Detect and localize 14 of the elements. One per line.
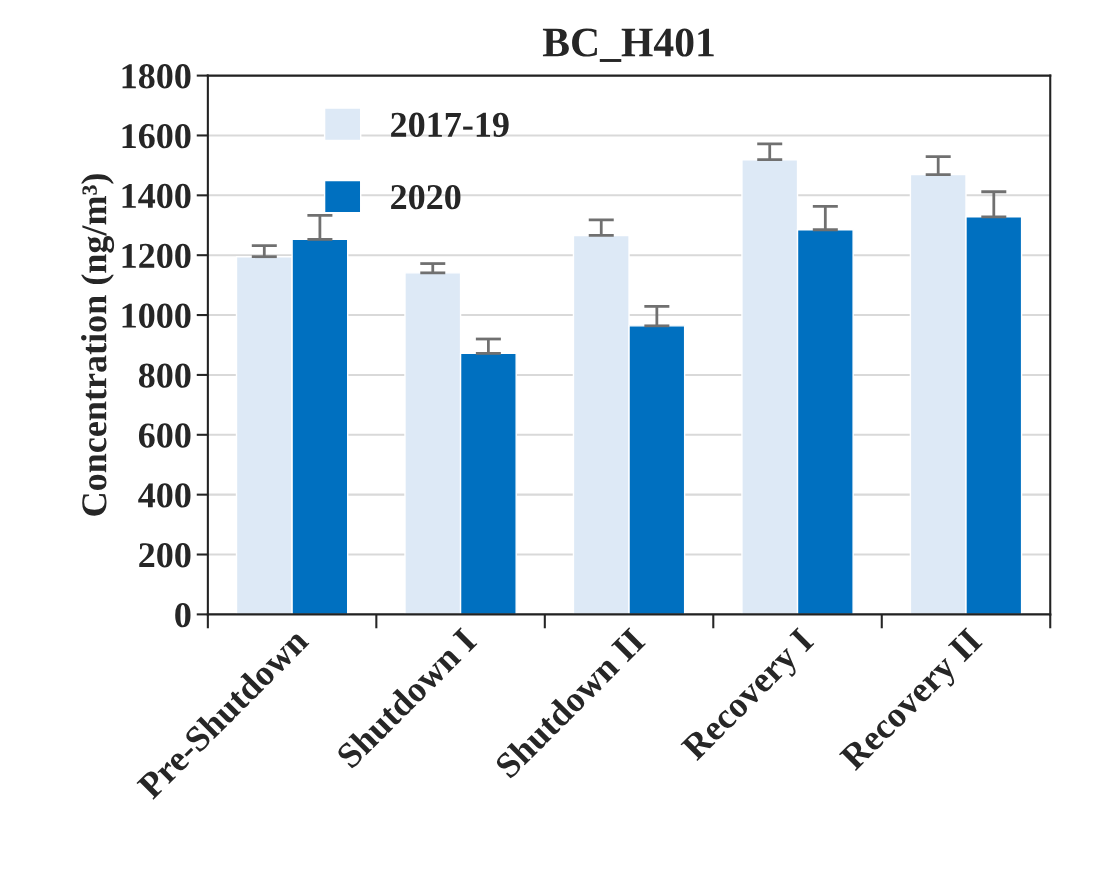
y-tick-label: 800 [138, 363, 191, 388]
y-tick-label: 0 [175, 602, 191, 628]
y-tick-label: 1200 [122, 243, 191, 269]
y-axis-title: Concentration (ng/m³) [81, 174, 115, 516]
y-tick-label: 400 [138, 483, 191, 508]
y-tick-label: 1600 [122, 123, 191, 149]
y-tick-label: 1000 [122, 303, 191, 328]
legend-label: 2017-19 [391, 112, 509, 137]
chart-title: BC_H401 [542, 28, 714, 62]
y-tick-label: 1400 [122, 183, 191, 209]
y-tick-label: 200 [139, 543, 191, 568]
legend-label: 2020 [391, 184, 461, 210]
y-tick-label: 600 [138, 423, 191, 448]
y-tick-label: 1800 [122, 64, 191, 89]
